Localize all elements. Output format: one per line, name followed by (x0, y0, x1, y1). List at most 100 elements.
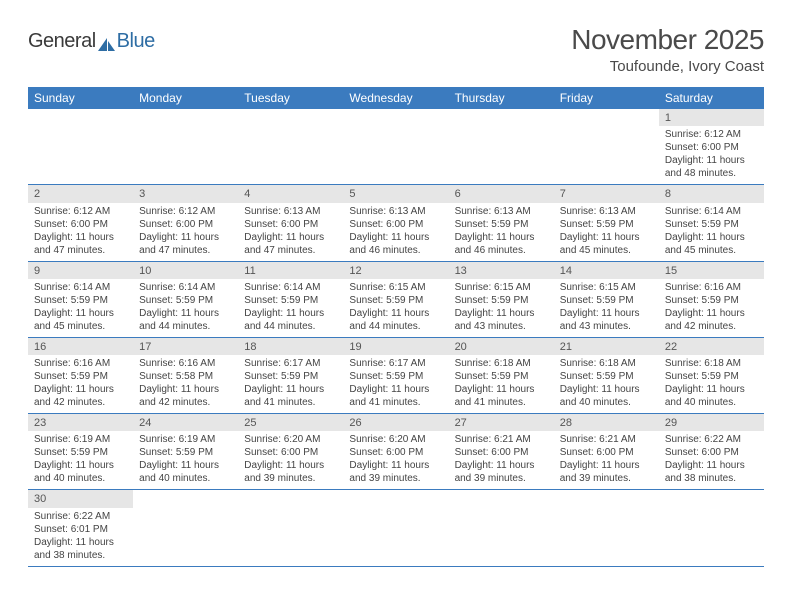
day-cell: Sunrise: 6:13 AMSunset: 6:00 PMDaylight:… (343, 203, 448, 262)
day-cell: Sunrise: 6:16 AMSunset: 5:59 PMDaylight:… (28, 355, 133, 414)
sunrise-line: Sunrise: 6:22 AM (665, 433, 758, 446)
daylight-line: Daylight: 11 hours and 46 minutes. (349, 231, 442, 257)
daylight-line: Daylight: 11 hours and 40 minutes. (139, 459, 232, 485)
sunset-line: Sunset: 6:00 PM (244, 218, 337, 231)
day-cell: Sunrise: 6:21 AMSunset: 6:00 PMDaylight:… (554, 431, 659, 490)
day-number: 25 (238, 414, 343, 432)
sunset-line: Sunset: 5:59 PM (665, 218, 758, 231)
sunset-line: Sunset: 5:59 PM (244, 370, 337, 383)
day-cell (554, 508, 659, 567)
day-number: 6 (449, 185, 554, 203)
sunrise-line: Sunrise: 6:15 AM (560, 281, 653, 294)
location: Toufounde, Ivory Coast (571, 58, 764, 75)
sunrise-line: Sunrise: 6:18 AM (560, 357, 653, 370)
sunrise-line: Sunrise: 6:13 AM (560, 205, 653, 218)
week-row: Sunrise: 6:19 AMSunset: 5:59 PMDaylight:… (28, 431, 764, 490)
week-row: Sunrise: 6:12 AMSunset: 6:00 PMDaylight:… (28, 126, 764, 185)
day-header: Monday (133, 87, 238, 109)
daylight-line: Daylight: 11 hours and 43 minutes. (560, 307, 653, 333)
day-number (554, 490, 659, 508)
day-number: 10 (133, 261, 238, 279)
day-cell (238, 126, 343, 185)
day-cell: Sunrise: 6:17 AMSunset: 5:59 PMDaylight:… (238, 355, 343, 414)
day-cell: Sunrise: 6:20 AMSunset: 6:00 PMDaylight:… (238, 431, 343, 490)
day-number: 3 (133, 185, 238, 203)
day-number: 24 (133, 414, 238, 432)
day-number (238, 490, 343, 508)
day-cell: Sunrise: 6:15 AMSunset: 5:59 PMDaylight:… (343, 279, 448, 338)
daylight-line: Daylight: 11 hours and 46 minutes. (455, 231, 548, 257)
sunrise-line: Sunrise: 6:13 AM (455, 205, 548, 218)
daylight-line: Daylight: 11 hours and 43 minutes. (455, 307, 548, 333)
sunset-line: Sunset: 5:59 PM (34, 370, 127, 383)
week-row: Sunrise: 6:22 AMSunset: 6:01 PMDaylight:… (28, 508, 764, 567)
daylight-line: Daylight: 11 hours and 48 minutes. (665, 154, 758, 180)
daylight-line: Daylight: 11 hours and 47 minutes. (139, 231, 232, 257)
day-cell: Sunrise: 6:13 AMSunset: 6:00 PMDaylight:… (238, 203, 343, 262)
calendar-body: 1Sunrise: 6:12 AMSunset: 6:00 PMDaylight… (28, 109, 764, 566)
day-cell: Sunrise: 6:12 AMSunset: 6:00 PMDaylight:… (28, 203, 133, 262)
day-number (449, 109, 554, 126)
day-cell (554, 126, 659, 185)
title-block: November 2025 Toufounde, Ivory Coast (571, 24, 764, 75)
daynum-row: 30 (28, 490, 764, 508)
day-number (133, 109, 238, 126)
sunrise-line: Sunrise: 6:20 AM (244, 433, 337, 446)
day-cell: Sunrise: 6:19 AMSunset: 5:59 PMDaylight:… (133, 431, 238, 490)
day-header: Tuesday (238, 87, 343, 109)
day-cell: Sunrise: 6:13 AMSunset: 5:59 PMDaylight:… (449, 203, 554, 262)
daylight-line: Daylight: 11 hours and 47 minutes. (244, 231, 337, 257)
sunrise-line: Sunrise: 6:21 AM (560, 433, 653, 446)
sunrise-line: Sunrise: 6:19 AM (139, 433, 232, 446)
sunrise-line: Sunrise: 6:21 AM (455, 433, 548, 446)
daylight-line: Daylight: 11 hours and 47 minutes. (34, 231, 127, 257)
day-header-row: Sunday Monday Tuesday Wednesday Thursday… (28, 87, 764, 109)
daylight-line: Daylight: 11 hours and 40 minutes. (665, 383, 758, 409)
day-number: 22 (659, 337, 764, 355)
daylight-line: Daylight: 11 hours and 40 minutes. (34, 459, 127, 485)
sunset-line: Sunset: 5:59 PM (349, 294, 442, 307)
day-cell: Sunrise: 6:16 AMSunset: 5:59 PMDaylight:… (659, 279, 764, 338)
daylight-line: Daylight: 11 hours and 38 minutes. (34, 536, 127, 562)
daylight-line: Daylight: 11 hours and 40 minutes. (560, 383, 653, 409)
day-cell: Sunrise: 6:12 AMSunset: 6:00 PMDaylight:… (659, 126, 764, 185)
sunrise-line: Sunrise: 6:18 AM (455, 357, 548, 370)
sunrise-line: Sunrise: 6:16 AM (139, 357, 232, 370)
daylight-line: Daylight: 11 hours and 45 minutes. (34, 307, 127, 333)
sunset-line: Sunset: 5:59 PM (455, 218, 548, 231)
sunset-line: Sunset: 5:59 PM (349, 370, 442, 383)
sunset-line: Sunset: 5:59 PM (665, 294, 758, 307)
daylight-line: Daylight: 11 hours and 41 minutes. (455, 383, 548, 409)
sunset-line: Sunset: 5:58 PM (139, 370, 232, 383)
daylight-line: Daylight: 11 hours and 45 minutes. (665, 231, 758, 257)
day-cell (449, 508, 554, 567)
calendar-table: Sunday Monday Tuesday Wednesday Thursday… (28, 87, 764, 567)
day-cell: Sunrise: 6:15 AMSunset: 5:59 PMDaylight:… (449, 279, 554, 338)
sunset-line: Sunset: 5:59 PM (34, 294, 127, 307)
sunrise-line: Sunrise: 6:14 AM (665, 205, 758, 218)
daynum-row: 9101112131415 (28, 261, 764, 279)
day-cell: Sunrise: 6:14 AMSunset: 5:59 PMDaylight:… (133, 279, 238, 338)
day-number: 1 (659, 109, 764, 126)
day-number: 13 (449, 261, 554, 279)
sunrise-line: Sunrise: 6:14 AM (244, 281, 337, 294)
day-number: 9 (28, 261, 133, 279)
daylight-line: Daylight: 11 hours and 42 minutes. (34, 383, 127, 409)
day-cell: Sunrise: 6:18 AMSunset: 5:59 PMDaylight:… (554, 355, 659, 414)
sunrise-line: Sunrise: 6:17 AM (349, 357, 442, 370)
daylight-line: Daylight: 11 hours and 39 minutes. (455, 459, 548, 485)
daylight-line: Daylight: 11 hours and 44 minutes. (244, 307, 337, 333)
sunset-line: Sunset: 5:59 PM (560, 218, 653, 231)
sunrise-line: Sunrise: 6:13 AM (244, 205, 337, 218)
day-number: 17 (133, 337, 238, 355)
sunrise-line: Sunrise: 6:12 AM (139, 205, 232, 218)
day-cell (238, 508, 343, 567)
sunset-line: Sunset: 6:00 PM (665, 446, 758, 459)
logo-text-2: Blue (117, 30, 155, 53)
day-cell: Sunrise: 6:14 AMSunset: 5:59 PMDaylight:… (28, 279, 133, 338)
sunset-line: Sunset: 6:00 PM (349, 218, 442, 231)
day-number: 5 (343, 185, 448, 203)
day-cell: Sunrise: 6:17 AMSunset: 5:59 PMDaylight:… (343, 355, 448, 414)
day-cell (133, 508, 238, 567)
day-cell (343, 508, 448, 567)
